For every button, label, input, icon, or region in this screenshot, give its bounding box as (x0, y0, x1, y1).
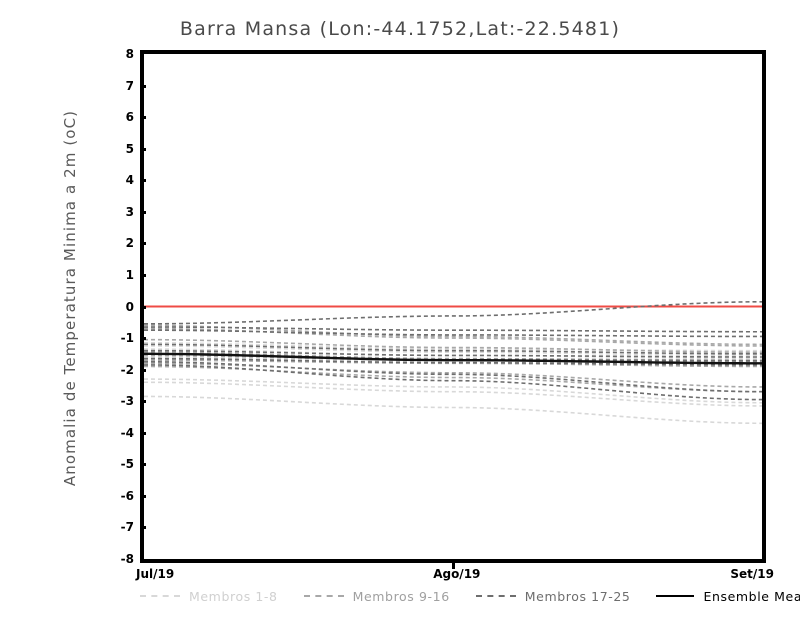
y-tick-label: -1 (120, 331, 134, 346)
legend-swatch (140, 595, 180, 597)
legend-item[interactable]: Membros 17-25 (475, 588, 631, 604)
y-tick-mark (140, 179, 146, 183)
y-tick-mark (140, 337, 146, 341)
legend-label: Ensemble Mean (703, 588, 800, 604)
y-tick-mark (140, 116, 146, 120)
y-tick-mark (140, 400, 146, 404)
series-line (144, 326, 762, 333)
y-tick-mark (140, 147, 146, 151)
y-tick-mark (140, 463, 146, 467)
plot-area (144, 54, 762, 559)
y-tick-label: -8 (120, 552, 134, 566)
series-line (144, 356, 762, 365)
y-tick-label: 1 (125, 267, 134, 282)
series-line (144, 300, 762, 325)
y-tick-mark (140, 273, 146, 277)
series-line (144, 351, 762, 361)
y-tick-label: -3 (120, 394, 134, 409)
series-line (144, 378, 762, 404)
plot-frame (140, 50, 766, 563)
legend-item[interactable]: Membros 9-16 (303, 588, 450, 604)
y-tick-label: -5 (120, 457, 134, 472)
series-line (144, 360, 762, 393)
series-canvas (144, 300, 762, 425)
legend-item[interactable]: Membros 1-8 (140, 589, 278, 604)
y-axis-title: Anomalia de Temperatura Minima a 2m (oC) (61, 109, 79, 487)
y-tick-label: -7 (120, 520, 134, 535)
y-tick-label: 0 (125, 299, 134, 314)
series-line (144, 349, 762, 358)
legend-swatch (303, 595, 344, 597)
legend-label: Membros 1-8 (189, 588, 278, 604)
y-tick-mark (140, 368, 146, 372)
x-tick-mark (452, 563, 455, 569)
series-line (144, 362, 762, 388)
y-tick-label: 7 (125, 78, 134, 93)
legend-swatch (656, 595, 695, 597)
y-tick-mark (140, 431, 146, 435)
x-tick-label: Jul/19 (136, 567, 175, 581)
x-tick-label: Ago/19 (433, 567, 481, 581)
series-line (144, 343, 762, 355)
y-tick-label: -2 (120, 362, 134, 377)
series-line (144, 345, 762, 357)
legend-label: Membros 9-16 (352, 588, 450, 604)
legend-swatch (475, 595, 516, 597)
series-line (144, 395, 762, 425)
y-tick-label: -6 (120, 488, 134, 503)
y-tick-mark (140, 210, 146, 214)
y-axis-tick-labels: 8 7 6 5 4 3 2 1 0 -1 -2 -3 -4 -5 -6 -7 -8 (104, 0, 134, 618)
series-line (144, 381, 762, 407)
series-line (144, 329, 762, 338)
y-tick-label: 6 (125, 110, 134, 125)
y-tick-label: 4 (125, 173, 134, 188)
chart-legend: Membros 1-8 Membros 9-16 Membros 17-25 Ense… (140, 586, 800, 606)
y-tick-mark (140, 305, 146, 309)
series-line (144, 365, 762, 393)
page-title: Barra Mansa (Lon:-44.1752,Lat:-22.5481) (179, 18, 621, 40)
y-tick-mark (140, 242, 146, 246)
y-tick-label: 2 (125, 236, 134, 251)
ensemble-mean-line (144, 352, 762, 365)
y-tick-label: -4 (120, 425, 134, 440)
y-tick-mark (140, 84, 146, 88)
series-line (144, 364, 762, 401)
y-tick-mark (140, 526, 146, 530)
y-tick-label: 3 (125, 204, 134, 219)
y-tick-mark (140, 494, 146, 498)
legend-item[interactable]: Ensemble Mean (656, 589, 800, 604)
x-tick-label: Set/19 (730, 567, 774, 581)
series-line (144, 324, 762, 346)
series-line (144, 342, 762, 352)
legend-label: Membros 17-25 (524, 588, 631, 604)
y-tick-label: 5 (125, 141, 134, 156)
series-line (144, 338, 762, 354)
series-line (144, 327, 762, 347)
series-line (144, 357, 762, 366)
y-tick-label: 8 (125, 47, 134, 61)
